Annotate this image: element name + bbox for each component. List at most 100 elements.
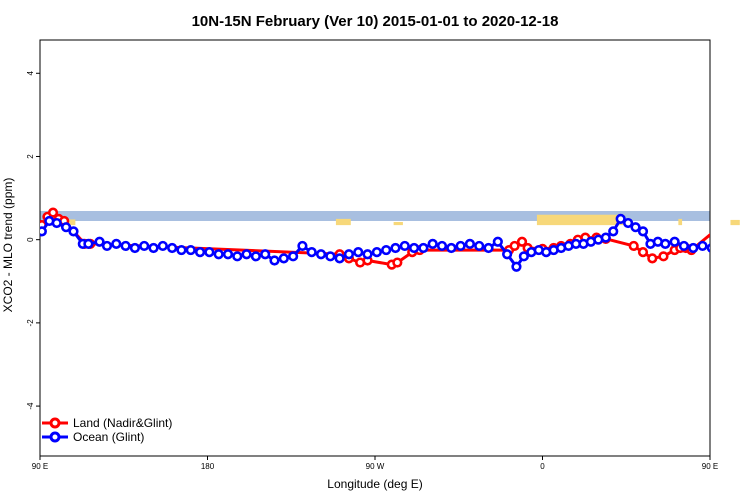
series-ocean-point — [706, 243, 710, 253]
series-ocean-point — [678, 240, 690, 252]
y-tick-label: 4 — [26, 71, 35, 76]
series-ocean-point — [83, 238, 94, 249]
series-ocean-point — [734, 246, 742, 254]
series-ocean-point — [94, 236, 105, 247]
legend-ocean-marker — [49, 431, 61, 443]
y-tick-label: -4 — [26, 402, 35, 410]
series-ocean-point — [157, 240, 168, 252]
series-ocean-point — [51, 217, 62, 229]
series-land-point — [392, 257, 403, 268]
land-mask-patch — [536, 214, 625, 226]
series-ocean-point — [40, 226, 47, 237]
series-ocean-point — [297, 240, 308, 252]
series-ocean-point — [637, 226, 649, 237]
series-ocean-point — [630, 222, 641, 233]
series-ocean-point — [68, 226, 79, 237]
series-ocean-point — [185, 244, 196, 256]
series-ocean-point — [120, 240, 131, 252]
series-ocean-point — [518, 251, 529, 262]
x-axis-label: Longitude (deg E) — [327, 477, 422, 491]
series-ocean-point — [474, 240, 485, 252]
y-tick-label: 0 — [26, 237, 35, 242]
series-ocean-point — [148, 242, 159, 254]
series-ocean-point — [608, 226, 619, 237]
series-ocean-point — [241, 249, 252, 260]
y-tick-label: -2 — [26, 319, 35, 327]
series-ocean-point — [492, 236, 503, 247]
land-mask-patch — [393, 222, 403, 226]
series-ocean-point — [325, 251, 336, 262]
series-ocean-point — [381, 244, 392, 256]
series-ocean-point — [511, 261, 522, 272]
series-ocean-point — [660, 238, 671, 249]
series-ocean-point — [213, 249, 224, 260]
series-ocean-point — [167, 242, 178, 254]
series-land-point — [628, 240, 639, 252]
series-land-point — [743, 219, 750, 227]
legend: Land (Nadir&Glint) Ocean (Glint) — [42, 416, 172, 444]
series-ocean-point — [623, 217, 634, 229]
x-tick-label: 90 E — [702, 462, 718, 471]
series-land-point — [647, 253, 658, 264]
y-axis-label: XCO2 - MLO trend (ppm) — [1, 178, 15, 313]
series-ocean-point — [176, 244, 187, 256]
series-ocean-point — [250, 251, 261, 262]
series-land-point — [47, 207, 59, 218]
x-tick-label: 0 — [540, 462, 545, 471]
series-ocean-point — [725, 244, 733, 252]
series-ocean-point — [669, 236, 680, 247]
series-ocean-point — [600, 232, 611, 243]
series-ocean-point — [418, 242, 429, 254]
series-ocean-point — [288, 251, 299, 262]
series-ocean-point — [306, 247, 317, 258]
series-ocean-point — [427, 238, 438, 249]
series-ocean-point — [502, 249, 513, 260]
series-land-point — [516, 236, 528, 247]
series-ocean-point — [222, 249, 234, 260]
series-ocean-point — [269, 255, 280, 266]
series-ocean-point — [278, 253, 289, 264]
series-ocean-point — [446, 242, 457, 254]
series-ocean-point — [436, 240, 448, 252]
series-ocean-point — [464, 238, 476, 249]
x-tick-label: 90 W — [366, 462, 385, 471]
series-ocean-point — [194, 247, 206, 258]
series-ocean-point — [697, 240, 708, 252]
series-ocean-point — [743, 244, 750, 252]
series-ocean-point — [408, 242, 420, 254]
series-land-point — [658, 251, 669, 262]
legend-item-ocean: Ocean (Glint) — [42, 430, 144, 444]
series-group — [40, 207, 750, 272]
series-ocean-point — [334, 253, 345, 264]
land-mask-patch — [678, 218, 683, 226]
legend-land-label: Land (Nadir&Glint) — [73, 416, 172, 430]
series-ocean-point — [455, 240, 466, 252]
series-ocean-point — [390, 242, 401, 254]
series-ocean-point — [60, 222, 72, 233]
legend-land-marker — [49, 417, 61, 429]
series-ocean-point — [315, 249, 327, 260]
series-ocean-point — [615, 213, 626, 224]
x-tick-label: 90 E — [32, 462, 48, 471]
chart-title: 10N-15N February (Ver 10) 2015-01-01 to … — [192, 13, 559, 30]
series-ocean-point — [129, 242, 141, 254]
series-land-point — [725, 209, 733, 217]
land-mask-ocean-strip — [40, 211, 710, 221]
x-axis: 90 E 180 90 W 0 90 E — [32, 456, 718, 471]
series-land-point — [716, 223, 724, 231]
legend-item-land: Land (Nadir&Glint) — [42, 416, 172, 430]
x-tick-label: 180 — [201, 462, 215, 471]
series-ocean-point — [232, 251, 243, 262]
series-ocean-point — [139, 240, 150, 252]
land-mask-patch — [335, 218, 351, 226]
series-ocean-point — [688, 242, 699, 254]
series-ocean-point — [260, 249, 271, 260]
series-ocean-point — [483, 242, 494, 254]
series-ocean-point — [362, 249, 373, 260]
series-ocean-point — [716, 246, 724, 254]
series-ocean-point — [371, 247, 382, 258]
series-layer — [40, 207, 750, 272]
series-land-point — [637, 247, 649, 258]
series-ocean-point — [101, 240, 113, 252]
